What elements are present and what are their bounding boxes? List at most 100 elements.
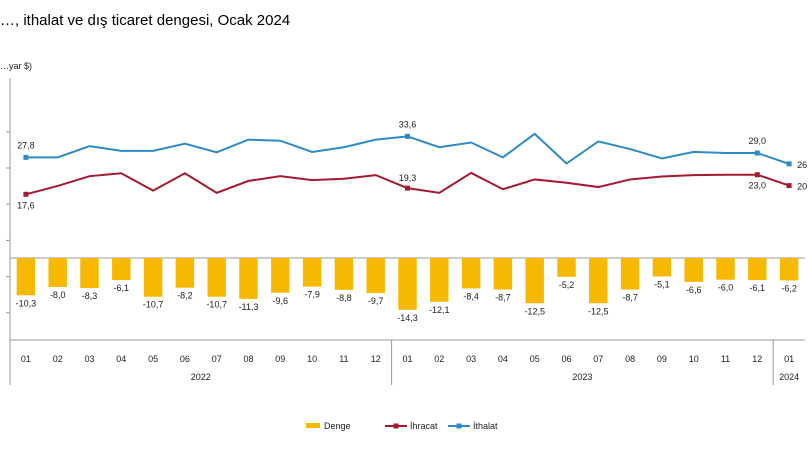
x-tick-label-21: 10 xyxy=(689,354,699,364)
data-label-denge-12: -14,3 xyxy=(397,313,418,323)
x-tick-label-14: 03 xyxy=(466,354,476,364)
x-tick-label-1: 02 xyxy=(53,354,63,364)
marker-ihracat-0 xyxy=(23,191,29,197)
x-tick-label-22: 11 xyxy=(721,354,730,364)
data-label-denge-16: -12,5 xyxy=(524,306,545,316)
data-label-denge-13: -12,1 xyxy=(429,305,450,315)
legend-label-ithalat: İthalat xyxy=(473,421,498,431)
bar-denge-3 xyxy=(112,258,131,281)
x-tick-label-13: 02 xyxy=(434,354,444,364)
data-label-denge-6: -10,7 xyxy=(206,300,227,310)
bar-denge-16 xyxy=(525,258,544,304)
data-label-denge-14: -8,4 xyxy=(463,291,479,301)
legend-label-denge: Denge xyxy=(324,421,351,431)
data-label-denge-19: -8,7 xyxy=(622,292,638,302)
x-tick-label-12: 01 xyxy=(402,354,412,364)
marker-ithalat-24 xyxy=(786,161,792,167)
data-label-ithalat-24: 26 xyxy=(797,160,807,170)
bar-denge-18 xyxy=(589,258,608,304)
data-label-denge-5: -8,2 xyxy=(177,291,193,301)
data-label-denge-4: -10,7 xyxy=(143,300,164,310)
x-tick-label-23: 12 xyxy=(752,354,762,364)
x-tick-label-17: 06 xyxy=(561,354,571,364)
x-tick-label-7: 08 xyxy=(243,354,253,364)
x-tick-label-9: 10 xyxy=(307,354,317,364)
data-label-denge-24: -6,2 xyxy=(781,283,797,293)
x-tick-label-20: 09 xyxy=(657,354,667,364)
data-labels: -10,3 -8,0 -8,3 -6,1 -10,7 -8,2 -10,7 -11,3 -9,6… xyxy=(16,119,807,322)
data-label-denge-0: -10,3 xyxy=(16,298,37,308)
data-label-denge-21: -6,6 xyxy=(686,285,702,295)
data-label-denge-9: -7,9 xyxy=(304,290,320,300)
data-label-ihracat-23: 23,0 xyxy=(749,181,767,191)
bar-denge-11 xyxy=(366,258,385,294)
x-tick-label-3: 04 xyxy=(116,354,126,364)
marker-ithalat-23 xyxy=(754,150,760,156)
legend: Denge İhracat İthalat xyxy=(306,421,498,431)
x-tick-label-10: 11 xyxy=(339,354,348,364)
bar-denge-0 xyxy=(16,258,36,296)
bar-denge-15 xyxy=(493,258,513,290)
data-label-denge-17: -5,2 xyxy=(559,280,575,290)
data-label-denge-3: -6,1 xyxy=(114,283,130,293)
data-label-denge-7: -11,3 xyxy=(239,302,259,312)
x-tick-label-18: 07 xyxy=(593,354,603,364)
bar-denge-19 xyxy=(620,258,640,290)
bar-denge-10 xyxy=(334,258,354,290)
chart-title: …, ithalat ve dış ticaret dengesi, Ocak … xyxy=(0,12,291,29)
bar-denge-24 xyxy=(779,258,799,281)
bar-denge-17 xyxy=(557,258,576,277)
legend-label-ihracat: İhracat xyxy=(410,421,438,431)
x-tick-label-24: 01 xyxy=(784,354,794,364)
data-label-denge-15: -8,7 xyxy=(495,292,511,302)
data-label-denge-10: -8,8 xyxy=(336,293,352,303)
x-tick-label-0: 01 xyxy=(21,354,31,364)
bar-series-denge xyxy=(16,258,799,310)
x-year-label-2023: 2023 xyxy=(572,372,592,382)
x-tick-label-2: 03 xyxy=(84,354,94,364)
bar-denge-20 xyxy=(652,258,672,277)
marker-ihracat-23 xyxy=(754,172,760,178)
x-tick-label-11: 12 xyxy=(371,354,381,364)
marker-ihracat-24 xyxy=(786,183,792,189)
x-axis: 01 02 03 04 05 06 07 08 09 10 11 12 01 02 03 04 05 06 07 08… xyxy=(9,339,805,385)
bar-denge-6 xyxy=(207,258,226,297)
data-label-ithalat-23: 29,0 xyxy=(749,136,767,146)
bar-denge-7 xyxy=(239,258,258,299)
bar-denge-8 xyxy=(271,258,290,293)
x-year-label-2022: 2022 xyxy=(191,372,211,382)
bar-denge-2 xyxy=(80,258,99,289)
data-label-denge-2: -8,3 xyxy=(82,291,98,301)
bar-denge-12 xyxy=(398,258,417,310)
data-label-denge-20: -5,1 xyxy=(654,279,670,289)
x-tick-label-6: 07 xyxy=(212,354,222,364)
bar-denge-14 xyxy=(461,258,481,289)
x-tick-label-8: 09 xyxy=(275,354,285,364)
x-tick-label-15: 04 xyxy=(498,354,508,364)
data-label-ithalat-0: 27,8 xyxy=(17,140,35,150)
data-label-denge-8: -9,6 xyxy=(273,296,289,306)
data-label-denge-22: -6,0 xyxy=(718,283,734,293)
data-label-denge-18: -12,5 xyxy=(588,306,609,316)
y-axis-title: …yar $) xyxy=(0,61,32,71)
bar-denge-22 xyxy=(716,258,735,280)
bar-denge-1 xyxy=(48,258,67,287)
line-series xyxy=(23,132,792,197)
x-year-label-2024: 2024 xyxy=(779,372,799,382)
data-label-denge-1: -8,0 xyxy=(50,290,66,300)
data-label-ihracat-12: 19,3 xyxy=(399,173,417,183)
legend-swatch-denge xyxy=(306,423,320,428)
legend-marker-ithalat xyxy=(456,423,462,429)
bar-denge-13 xyxy=(430,258,449,302)
x-tick-label-5: 06 xyxy=(180,354,190,364)
bar-denge-5 xyxy=(175,258,195,288)
x-tick-label-16: 05 xyxy=(530,354,540,364)
bar-denge-21 xyxy=(684,258,703,282)
bar-denge-4 xyxy=(143,258,163,297)
marker-ithalat-0 xyxy=(23,154,29,160)
x-tick-label-19: 08 xyxy=(625,354,635,364)
data-label-ithalat-12: 33,6 xyxy=(399,119,417,129)
marker-ithalat-12 xyxy=(405,133,410,139)
bar-denge-9 xyxy=(302,258,322,287)
